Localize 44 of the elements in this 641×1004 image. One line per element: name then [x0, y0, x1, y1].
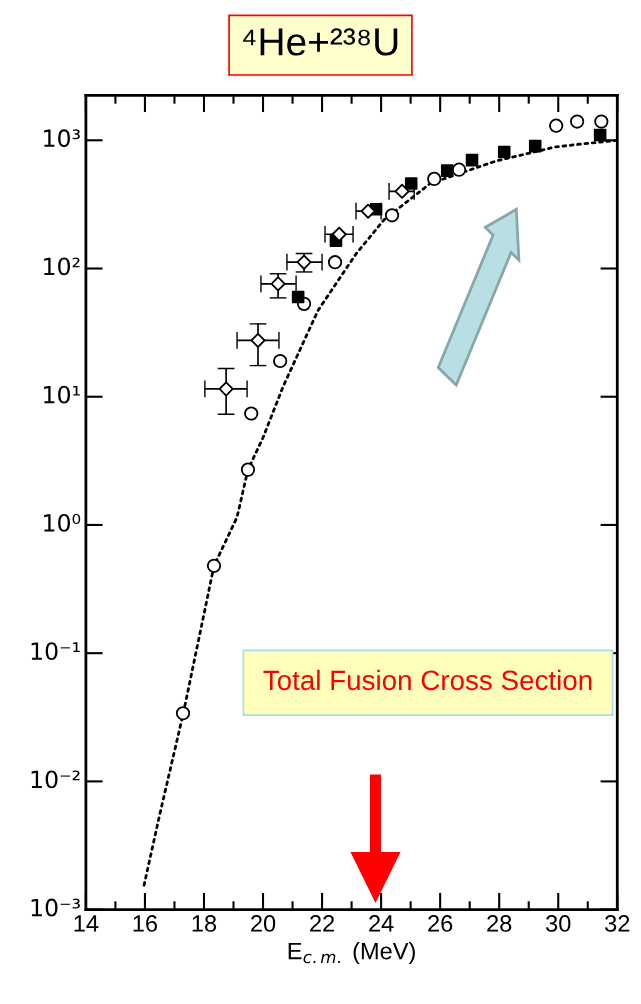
- point: [427, 171, 442, 187]
- x-axis-title: E$_{c.m.}$ (MeV): [288, 942, 415, 965]
- chart-title: ⁴He+²³⁸U: [243, 28, 398, 56]
- point: [465, 153, 479, 167]
- point: [206, 558, 222, 573]
- point: [327, 255, 343, 270]
- x-tick-label: 20: [251, 915, 276, 932]
- point: [244, 406, 259, 421]
- x-tick-label: 24: [369, 915, 394, 932]
- point: [360, 203, 376, 219]
- point: [394, 183, 410, 199]
- y-tick-label: 10⁻²: [31, 770, 80, 789]
- point: [593, 128, 607, 142]
- point: [594, 114, 609, 129]
- x-tick-label: 32: [605, 915, 630, 932]
- x-tick-label: 28: [487, 915, 512, 932]
- x-tick-label: 22: [310, 915, 335, 932]
- point: [250, 332, 266, 348]
- point: [218, 381, 234, 397]
- x-tick-label: 30: [546, 915, 571, 932]
- point: [440, 164, 454, 177]
- point: [331, 226, 347, 242]
- point: [240, 462, 256, 477]
- point: [273, 353, 288, 369]
- point: [549, 118, 564, 133]
- point: [570, 114, 585, 129]
- annotation: Total Fusion Cross Section: [263, 669, 592, 691]
- x-tick-label: 16: [133, 915, 158, 932]
- point: [175, 706, 191, 721]
- y-tick-label: 10⁻³: [31, 898, 80, 917]
- point: [528, 139, 542, 153]
- y-tick-label: 10¹: [44, 385, 80, 404]
- point: [451, 162, 467, 177]
- x-tick-label: 18: [192, 915, 217, 932]
- point: [291, 290, 305, 304]
- point: [404, 177, 418, 190]
- y-tick-label: 10³: [44, 129, 80, 148]
- x-tick-label: 14: [74, 915, 99, 932]
- y-tick-label: 10²: [44, 257, 80, 276]
- point: [384, 208, 400, 223]
- x-tick-label: 26: [428, 915, 453, 932]
- y-tick-label: 10⁻¹: [31, 642, 80, 661]
- y-tick-label: 10⁰: [44, 513, 81, 532]
- point: [497, 145, 511, 159]
